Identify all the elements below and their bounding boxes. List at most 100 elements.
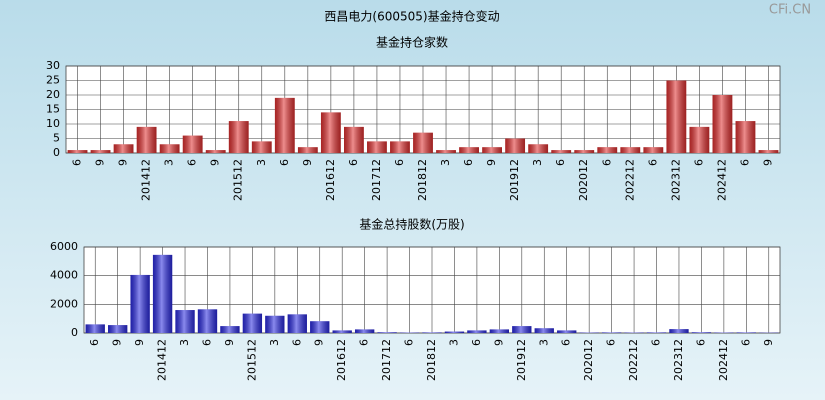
x-tick-label: 201912: [515, 339, 528, 381]
x-tick-label: 3: [178, 339, 191, 346]
x-tick-label: 6: [692, 159, 705, 166]
x-tick-label: 201512: [232, 159, 245, 201]
bar-shine: [310, 321, 330, 333]
x-tick-label: 6: [200, 339, 213, 346]
bar-shine: [444, 331, 465, 333]
bar-shine: [413, 132, 433, 153]
chart-title: 基金总持股数(万股): [359, 217, 464, 232]
x-tick-label: 9: [133, 339, 146, 346]
bar-shine: [130, 274, 150, 333]
bar-shine: [85, 324, 105, 333]
bar-shine: [758, 150, 779, 153]
x-tick-label: 6: [605, 339, 618, 346]
bar-shine: [689, 126, 710, 153]
bar-shine: [712, 95, 733, 153]
bar-shine: [601, 332, 622, 333]
bar-shine: [242, 313, 263, 333]
x-tick-label: 9: [301, 159, 314, 166]
bar-shine: [597, 147, 618, 153]
x-tick-label: 202312: [669, 159, 682, 201]
x-tick-label: 201512: [245, 339, 258, 381]
bar-shine: [274, 97, 295, 153]
bar-shine: [343, 126, 364, 153]
x-tick-label: 9: [111, 339, 124, 346]
bar-shine: [436, 150, 456, 153]
y-tick-label: 2000: [50, 297, 78, 310]
bar-shine: [620, 147, 641, 153]
x-tick-label: 6: [393, 159, 406, 166]
x-tick-label: 6: [694, 339, 707, 346]
x-tick-label: 202012: [582, 339, 595, 381]
x-tick-label: 6: [88, 339, 101, 346]
x-tick-label: 202412: [715, 159, 728, 201]
x-tick-label: 6: [403, 339, 416, 346]
bar-shine: [90, 150, 111, 153]
x-tick-label: 6: [290, 339, 303, 346]
x-tick-label: 6: [554, 159, 567, 166]
y-tick-label: 0: [53, 146, 60, 159]
x-tick-label: 3: [255, 159, 268, 166]
x-tick-label: 6: [347, 159, 360, 166]
x-tick-label: 6: [358, 339, 371, 346]
x-tick-label: 202412: [717, 339, 730, 381]
watermark: CFi.CN: [769, 3, 811, 18]
x-tick-label: 202312: [672, 339, 685, 381]
x-tick-label: 9: [209, 159, 222, 166]
bar-shine: [574, 150, 595, 153]
x-tick-label: 9: [485, 159, 498, 166]
bar-shine: [197, 309, 218, 333]
x-tick-label: 201612: [324, 159, 337, 201]
x-tick-label: 201712: [380, 339, 393, 381]
x-tick-label: 9: [313, 339, 326, 346]
chart-title: 基金持仓家数: [376, 35, 448, 50]
page-title: 西昌电力(600505)基金持仓变动: [324, 9, 499, 24]
bar-shine: [534, 328, 554, 333]
x-tick-label: 3: [439, 159, 452, 166]
x-tick-label: 9: [761, 159, 774, 166]
bar-shine: [265, 315, 285, 333]
x-tick-label: 6: [739, 339, 752, 346]
x-tick-label: 3: [537, 339, 550, 346]
x-tick-label: 202212: [627, 339, 640, 381]
x-tick-label: 201612: [335, 339, 348, 381]
x-tick-label: 6: [560, 339, 573, 346]
bar-shine: [251, 141, 272, 153]
bar-shine: [390, 141, 410, 153]
bar-shine: [159, 144, 180, 153]
bar-shine: [482, 147, 503, 153]
bar-shine: [287, 314, 307, 333]
x-tick-label: 3: [447, 339, 460, 346]
x-tick-label: 6: [278, 159, 291, 166]
x-tick-label: 202212: [623, 159, 636, 201]
bar-shine: [735, 121, 756, 153]
bar-shine: [467, 330, 487, 333]
bar-shine: [113, 144, 134, 153]
x-tick-label: 201812: [425, 339, 438, 381]
x-tick-label: 201912: [508, 159, 521, 201]
x-tick-label: 6: [646, 159, 659, 166]
bar-shine: [691, 332, 712, 333]
bar-shine: [320, 112, 341, 153]
bar-shine: [377, 332, 397, 333]
bar-shine: [422, 332, 442, 333]
y-tick-label: 25: [46, 74, 60, 87]
bar-shine: [182, 135, 203, 153]
bar-shine: [152, 254, 173, 333]
x-tick-label: 9: [492, 339, 505, 346]
x-tick-label: 9: [762, 339, 775, 346]
y-tick-label: 5: [53, 132, 60, 145]
x-tick-label: 9: [94, 159, 107, 166]
x-tick-label: 201812: [416, 159, 429, 201]
bar-shine: [557, 330, 577, 333]
x-tick-label: 201712: [370, 159, 383, 201]
y-tick-label: 6000: [50, 240, 78, 253]
bar-shine: [228, 121, 249, 153]
x-tick-label: 6: [186, 159, 199, 166]
bar-shine: [367, 141, 387, 153]
x-tick-label: 201412: [156, 339, 169, 381]
bar-shine: [205, 150, 226, 153]
bar-shine: [67, 150, 88, 153]
x-tick-label: 9: [117, 159, 130, 166]
y-tick-label: 0: [71, 326, 78, 339]
y-tick-label: 10: [46, 117, 60, 130]
